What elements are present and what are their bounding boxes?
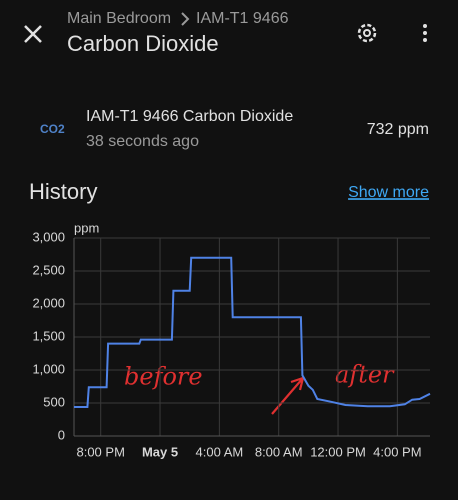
x-tick-label: May 5: [142, 444, 178, 459]
annotation: before: [124, 363, 203, 391]
y-tick-label: 1,500: [32, 328, 65, 343]
x-tick-label: 8:00 AM: [255, 444, 303, 459]
y-tick-label: 2,500: [32, 262, 65, 277]
x-tick-label: 4:00 PM: [373, 444, 421, 459]
breadcrumb: Main Bedroom: [67, 10, 171, 27]
y-axis-label: ppm: [74, 220, 99, 235]
y-tick-label: 2,000: [32, 295, 65, 310]
menu-button[interactable]: [423, 24, 427, 42]
history-title: History: [29, 179, 97, 204]
menu-dot: [423, 38, 427, 42]
entity-updated: 38 seconds ago: [86, 133, 199, 150]
entity-state: 732 ppm: [367, 121, 429, 138]
annotation: after: [335, 361, 395, 389]
y-tick-label: 500: [43, 394, 65, 409]
x-tick-label: 8:00 PM: [76, 444, 124, 459]
show-more-link[interactable]: Show more: [348, 184, 429, 201]
menu-dot: [423, 24, 427, 28]
y-tick-label: 3,000: [32, 229, 65, 244]
annotation-arrow: [271, 376, 305, 415]
gear-icon: [363, 29, 371, 37]
entity-icon: CO2: [40, 122, 65, 136]
breadcrumb: IAM-T1 9466: [196, 10, 289, 27]
y-tick-label: 0: [58, 427, 65, 442]
y-tick-label: 1,000: [32, 361, 65, 376]
settings-button[interactable]: [357, 23, 377, 43]
close-button[interactable]: [24, 25, 42, 43]
page-title: Carbon Dioxide: [67, 31, 219, 56]
x-tick-label: 4:00 AM: [196, 444, 244, 459]
data-line: [74, 256, 431, 408]
menu-dot: [423, 31, 427, 35]
x-tick-label: 12:00 PM: [310, 444, 366, 459]
close-icon: [24, 25, 42, 43]
chevron: [181, 12, 190, 26]
gear-icon: [357, 23, 377, 43]
entity-name: IAM-T1 9466 Carbon Dioxide: [86, 108, 293, 125]
